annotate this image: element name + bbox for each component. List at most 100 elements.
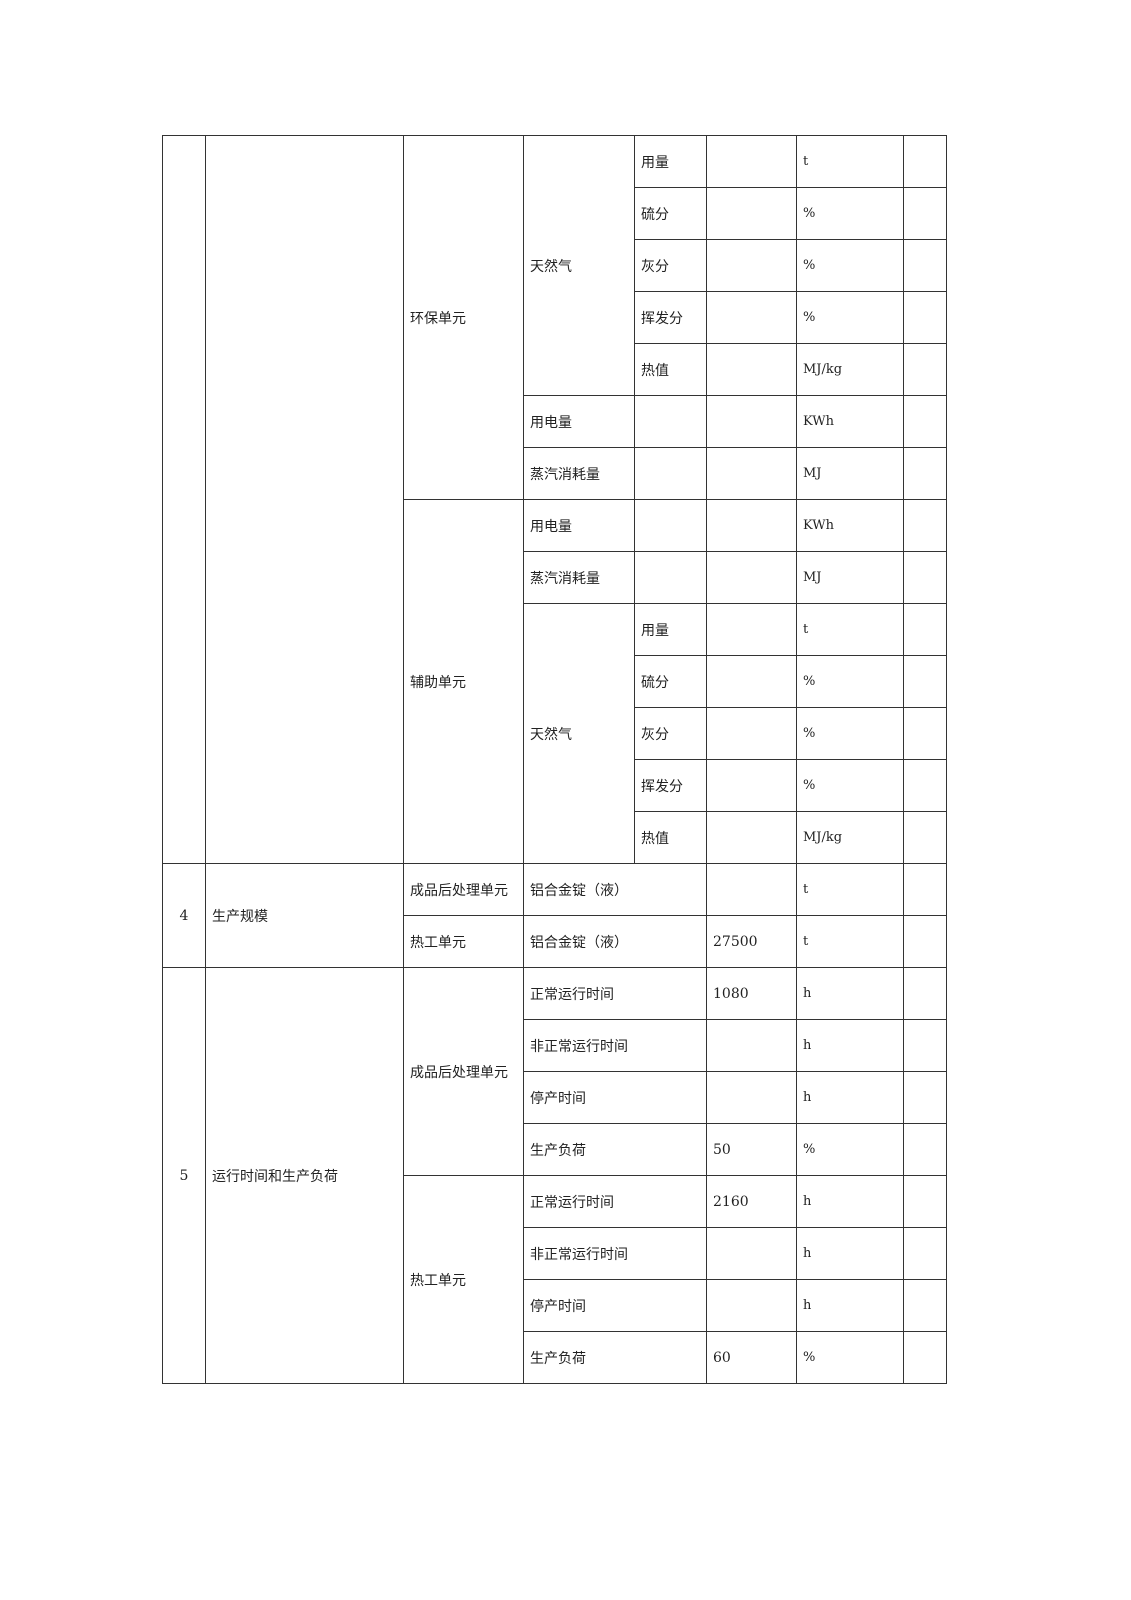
remark-cell [903, 499, 947, 552]
param-value [706, 811, 797, 864]
param-unit: KWh [796, 499, 904, 552]
unit-cell: 热工单元 [403, 915, 524, 968]
empty-cell [634, 551, 707, 604]
param-value: 2160 [706, 1175, 797, 1228]
remark-cell [903, 707, 947, 760]
remark-cell [903, 603, 947, 656]
table-row: 挥发分 % [163, 291, 947, 344]
energy-consumption-table: 环保单元 天然气 用量 t 硫分 % 灰分 % 挥发分 % 热值 MJ/kg 用… [162, 135, 947, 1384]
remark-cell [903, 551, 947, 604]
table-row: 辅助单元 用电量 KWh [163, 499, 947, 864]
remark-cell [903, 1123, 947, 1176]
fuel-cell: 天然气 [523, 603, 635, 864]
param-value [706, 1227, 797, 1280]
index-cell: 4 [162, 863, 206, 968]
param-unit: h [796, 1019, 904, 1072]
index-cell [162, 135, 206, 864]
remark-cell [903, 1227, 947, 1280]
param-name: 非正常运行时间 [523, 1227, 707, 1280]
remark-cell [903, 1071, 947, 1124]
param-unit: MJ [796, 551, 904, 604]
remark-cell [903, 759, 947, 812]
unit-cell: 成品后处理单元 [403, 863, 524, 916]
param-unit: h [796, 1175, 904, 1228]
param-value: 1080 [706, 967, 797, 1020]
param-unit: h [796, 967, 904, 1020]
remark-cell [903, 967, 947, 1020]
param-unit: h [796, 1227, 904, 1280]
param-value [706, 135, 797, 188]
remark-cell [903, 343, 947, 396]
param-value [706, 291, 797, 344]
item-cell: 生产规模 [205, 863, 404, 968]
remark-cell [903, 1019, 947, 1072]
param-value [706, 863, 797, 916]
param-value [706, 603, 797, 656]
param-unit: % [796, 1331, 904, 1384]
table-row: 5 运行时间和生产负荷 成品后处理单元 正常运行时间 1080 h [162, 967, 947, 1384]
table-row: 天然气 用量 t [163, 603, 947, 864]
unit-cell: 成品后处理单元 [403, 967, 524, 1176]
remark-cell [903, 915, 947, 968]
param-value: 60 [706, 1331, 797, 1384]
param-name: 硫分 [634, 187, 707, 240]
table-row: 停产时间 h [163, 1279, 947, 1332]
param-name: 灰分 [634, 239, 707, 292]
param-value [706, 239, 797, 292]
table-row: 停产时间 h [163, 1071, 947, 1124]
table-row: 环保单元 天然气 用量 t [162, 135, 947, 864]
remark-cell [903, 447, 947, 500]
param-name: 热值 [634, 343, 707, 396]
param-name: 正常运行时间 [523, 967, 707, 1020]
table-row: 生产负荷 60 % [163, 1331, 947, 1384]
table-row: 生产负荷 50 % [163, 1123, 947, 1176]
fuel-cell: 天然气 [523, 135, 635, 396]
param-name: 生产负荷 [523, 1123, 707, 1176]
param-name: 热值 [634, 811, 707, 864]
param-name: 停产时间 [523, 1071, 707, 1124]
table-row: 蒸汽消耗量 MJ [163, 551, 947, 604]
param-value [706, 707, 797, 760]
param-unit: h [796, 1279, 904, 1332]
param-name: 挥发分 [634, 759, 707, 812]
table-row: 热值 MJ/kg [163, 811, 947, 864]
param-unit: MJ/kg [796, 811, 904, 864]
unit-cell: 辅助单元 [403, 499, 524, 864]
param-name: 用量 [634, 135, 707, 188]
param-unit: t [796, 863, 904, 916]
remark-cell [903, 863, 947, 916]
param-name: 用电量 [523, 395, 635, 448]
table-row: 热工单元 铝合金锭（液） 27500 t [163, 915, 947, 968]
param-name: 硫分 [634, 655, 707, 708]
param-value [706, 187, 797, 240]
param-unit: % [796, 239, 904, 292]
param-name: 蒸汽消耗量 [523, 447, 635, 500]
remark-cell [903, 135, 947, 188]
table-row: 非正常运行时间 h [163, 1227, 947, 1280]
unit-cell: 热工单元 [403, 1175, 524, 1384]
product-cell: 铝合金锭（液） [523, 915, 707, 968]
table-row: 热值 MJ/kg [163, 343, 947, 396]
param-unit: % [796, 707, 904, 760]
remark-cell [903, 187, 947, 240]
param-unit: t [796, 603, 904, 656]
param-unit: t [796, 135, 904, 188]
param-name: 蒸汽消耗量 [523, 551, 635, 604]
param-name: 停产时间 [523, 1279, 707, 1332]
param-name: 非正常运行时间 [523, 1019, 707, 1072]
param-name: 正常运行时间 [523, 1175, 707, 1228]
table-row: 挥发分 % [163, 759, 947, 812]
empty-cell [634, 499, 707, 552]
remark-cell [903, 655, 947, 708]
param-value [706, 655, 797, 708]
param-value [706, 343, 797, 396]
param-name: 用电量 [523, 499, 635, 552]
param-unit: MJ/kg [796, 343, 904, 396]
param-name: 挥发分 [634, 291, 707, 344]
param-unit: % [796, 1123, 904, 1176]
param-value [706, 395, 797, 448]
param-unit: KWh [796, 395, 904, 448]
param-value [706, 1071, 797, 1124]
remark-cell [903, 811, 947, 864]
item-cell [205, 135, 404, 864]
